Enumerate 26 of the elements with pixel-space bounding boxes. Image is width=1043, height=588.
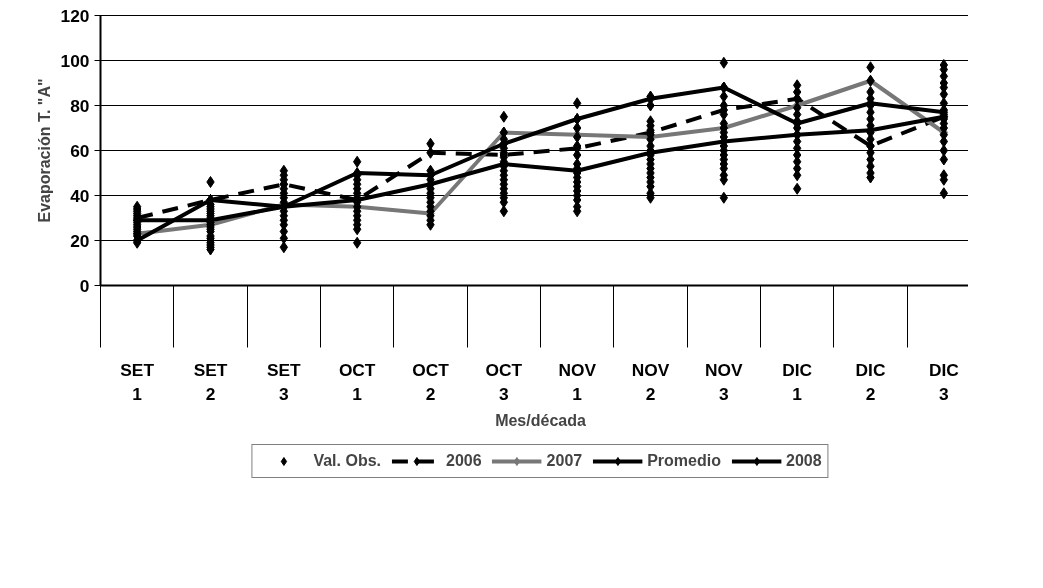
- x-tick-label: DIC 3: [928, 359, 960, 404]
- y-tick-label: 20: [70, 230, 90, 251]
- x-tick-label: SET 2: [193, 359, 228, 404]
- y-tick-label: 120: [60, 5, 90, 26]
- x-tick-label: NOV 2: [631, 359, 670, 404]
- x-tick-label: DIC 2: [855, 359, 886, 404]
- x-tick-label: OCT 2: [412, 359, 450, 404]
- x-tick-label: OCT 1: [338, 359, 376, 404]
- legend-label: Val. Obs.: [313, 452, 382, 470]
- y-tick-label: 60: [70, 140, 90, 161]
- legend-label: Promedio: [647, 452, 721, 470]
- x-tick-label: DIC 1: [782, 359, 813, 404]
- x-tick-label: SET 1: [120, 359, 155, 404]
- y-tick-label: 100: [60, 50, 90, 71]
- y-tick-label: 40: [70, 185, 90, 206]
- y-tick-label: 80: [70, 95, 90, 116]
- x-tick-label: SET 3: [266, 359, 302, 404]
- legend-label: 2008: [785, 452, 822, 470]
- legend-label: 2007: [546, 452, 583, 470]
- x-tick-label: OCT 3: [485, 359, 523, 404]
- y-axis-title: Evaporación T. "A": [35, 78, 53, 223]
- y-tick-label: 0: [79, 275, 90, 296]
- x-tick-label: NOV 3: [705, 359, 744, 404]
- x-axis-title: Mes/década: [495, 411, 586, 429]
- x-tick-label: NOV 1: [558, 359, 597, 404]
- legend-label: 2006: [446, 452, 482, 470]
